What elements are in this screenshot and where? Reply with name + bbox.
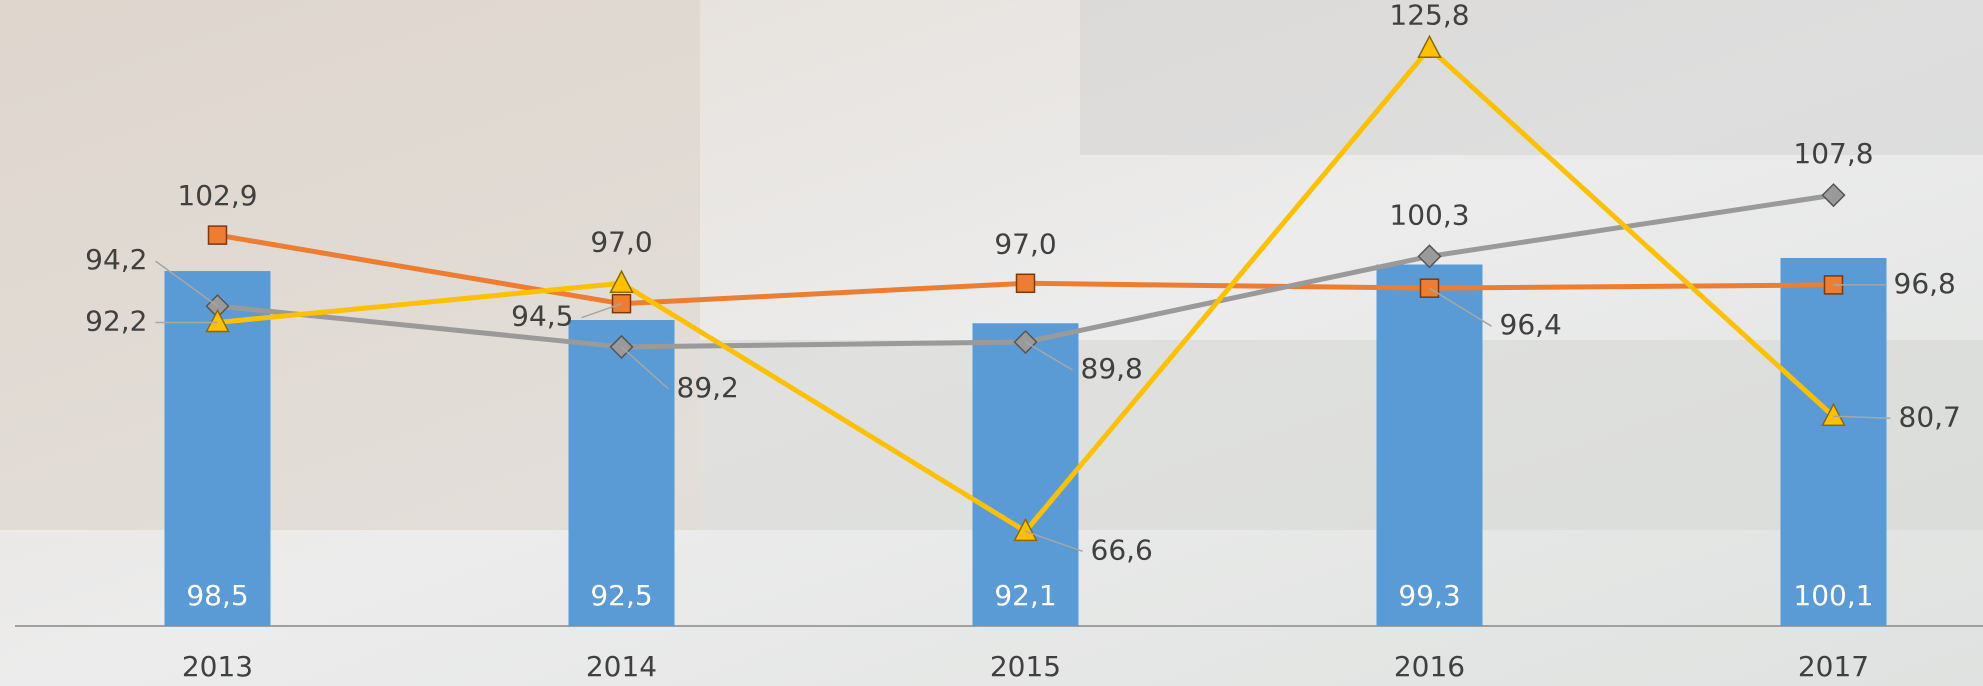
leader-line [1025, 341, 1073, 371]
x-tick-label: 2015 [990, 650, 1061, 683]
x-tick-label: 2013 [182, 650, 253, 683]
marker [609, 269, 634, 294]
bar [1376, 264, 1483, 626]
leader-line [1025, 530, 1083, 553]
bar-value-label: 92,5 [590, 579, 652, 612]
bar-value-label: 98,5 [186, 579, 248, 612]
bar-value-label: 100,1 [1793, 579, 1873, 612]
data-label: 96,4 [1500, 308, 1562, 341]
bar [568, 320, 675, 626]
data-label: 92,2 [85, 304, 147, 337]
leader-line [1429, 287, 1492, 327]
data-label: 107,8 [1793, 137, 1873, 170]
background-photo [700, 340, 1983, 530]
data-label: 80,7 [1899, 400, 1961, 433]
data-label: 66,6 [1091, 533, 1153, 566]
leader-line [581, 302, 622, 319]
data-label: 97,0 [994, 227, 1056, 260]
marker [205, 308, 230, 333]
leader-line [621, 346, 669, 390]
leader-line [155, 260, 218, 307]
bar-value-label: 99,3 [1398, 579, 1460, 612]
data-label: 97,0 [590, 225, 652, 258]
data-label: 102,9 [177, 179, 257, 212]
marker [1821, 402, 1846, 427]
data-label: 100,3 [1389, 198, 1469, 231]
bar [1780, 257, 1887, 626]
x-tick-label: 2016 [1394, 650, 1465, 683]
leader-line [1833, 415, 1891, 420]
marker [1417, 244, 1442, 269]
data-label: 94,2 [85, 243, 147, 276]
bar [972, 323, 1079, 626]
marker [1821, 183, 1846, 208]
data-label: 94,5 [511, 300, 573, 333]
data-label: 125,8 [1389, 0, 1469, 31]
data-label: 96,8 [1894, 267, 1956, 300]
x-tick-label: 2017 [1798, 650, 1869, 683]
background-photo [1080, 0, 1983, 155]
bar-value-label: 92,1 [994, 579, 1056, 612]
data-label: 89,2 [677, 371, 739, 404]
data-label: 89,8 [1081, 352, 1143, 385]
x-tick-label: 2014 [586, 650, 657, 683]
marker [1015, 273, 1036, 294]
marker [207, 225, 228, 245]
marker [1417, 34, 1442, 59]
marker [1013, 517, 1038, 542]
